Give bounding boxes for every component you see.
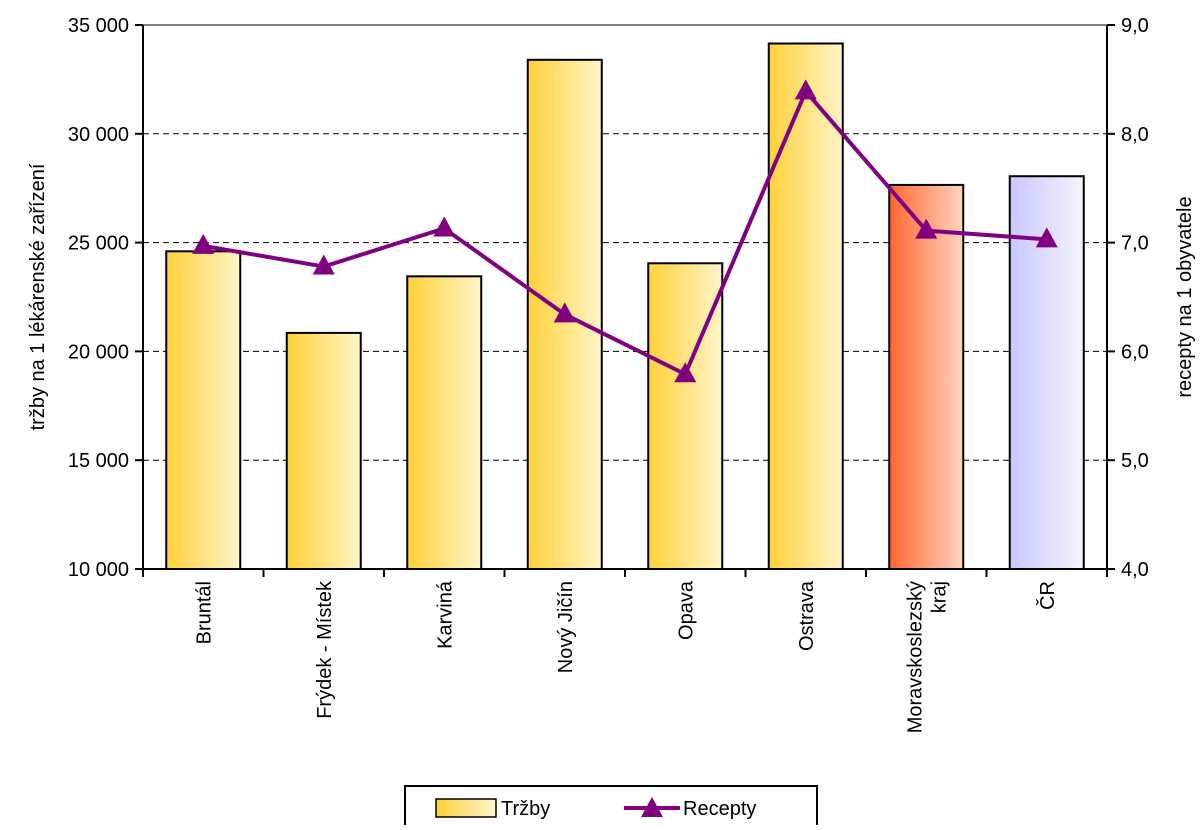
y2-tick-label: 7,0 (1121, 233, 1149, 255)
point-recepty-3 (433, 216, 456, 237)
y2-tick-label: 5,0 (1121, 450, 1149, 472)
point-recepty-6 (794, 79, 817, 100)
y2-tick-label: 6,0 (1121, 341, 1149, 363)
axes (135, 24, 1115, 577)
y-tick-label: 20 000 (68, 341, 129, 363)
x-tick-label: Opava (675, 580, 697, 640)
x-tick-label: Karviná (434, 580, 456, 649)
x-tick-label: Frýdek - Místek (314, 580, 336, 719)
bar-trzby-3 (406, 275, 483, 570)
y2-axis-title: recepty na 1 obyvatele (1174, 196, 1196, 397)
bar-trzby-7 (888, 183, 965, 570)
point-recepty-7 (915, 218, 938, 239)
y-tick-label: 35 000 (68, 15, 129, 37)
line-recepty (202, 89, 1047, 377)
legend-label-recepty: Recepty (683, 798, 756, 820)
y-tick-label: 25 000 (68, 233, 129, 255)
y-tick-label: 15 000 (68, 450, 129, 472)
x-tick-label: Ostrava (796, 580, 818, 651)
x-tick-label: kraj (928, 581, 950, 613)
y2-tick-label: 9,0 (1121, 15, 1149, 37)
x-tick-label: Moravskoslezský (904, 581, 926, 733)
axis-labels: 10 000 15 000 20 000 25 000 30 000 35 000 4,0 5… (68, 15, 1149, 733)
x-tick-label: ČR (1036, 581, 1059, 610)
y-tick-label: 30 000 (68, 124, 129, 146)
bar-trzby-2 (285, 331, 362, 570)
legend: Tržby Recepty (404, 785, 818, 830)
line-series-recepty (192, 79, 1058, 383)
legend-swatch-trzby (435, 798, 497, 818)
legend-swatch-recepty-marker (641, 797, 663, 817)
y2-tick-label: 4,0 (1121, 559, 1149, 581)
bar-trzby-1 (165, 250, 242, 571)
x-tick-label: Bruntál (193, 581, 215, 644)
bar-series-trzby (165, 42, 1085, 571)
point-recepty-4 (553, 302, 576, 323)
y-axis-title: tržby na 1 lékárenské zařízení (27, 163, 49, 430)
legend-label-trzby: Tržby (501, 798, 550, 820)
x-tick-label: Nový Jičín (555, 581, 577, 673)
y2-tick-label: 8,0 (1121, 124, 1149, 146)
y-tick-label: 10 000 (68, 559, 129, 581)
point-recepty-5 (674, 362, 697, 383)
point-recepty-8 (1035, 227, 1058, 248)
point-recepty-1 (192, 233, 215, 254)
bar-trzby-6 (767, 42, 844, 571)
point-recepty-2 (312, 254, 335, 275)
